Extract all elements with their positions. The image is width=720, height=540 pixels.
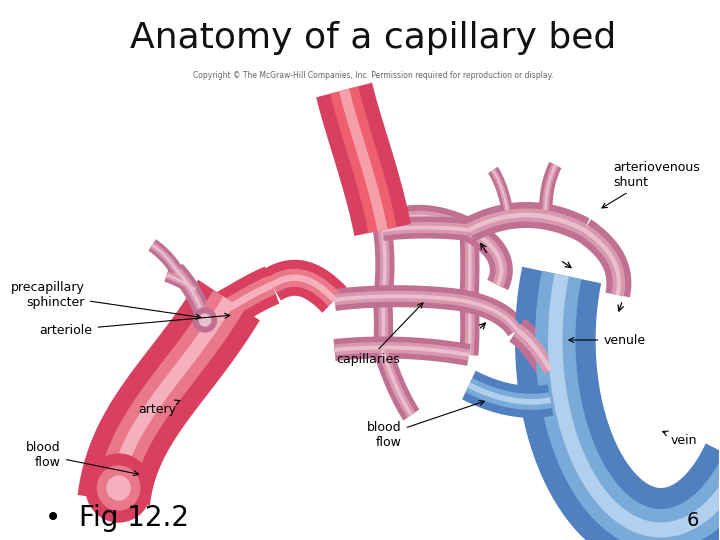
Polygon shape	[175, 269, 207, 321]
Polygon shape	[330, 86, 397, 233]
Polygon shape	[78, 280, 260, 505]
Polygon shape	[334, 346, 469, 357]
Text: •  Fig 12.2: • Fig 12.2	[45, 504, 189, 532]
Text: artery: artery	[138, 400, 180, 416]
Polygon shape	[468, 213, 585, 232]
Polygon shape	[381, 349, 413, 416]
Circle shape	[107, 476, 130, 500]
Polygon shape	[467, 230, 472, 300]
Polygon shape	[381, 300, 385, 350]
Polygon shape	[264, 260, 347, 313]
Text: blood
flow: blood flow	[367, 401, 485, 449]
Text: arteriole: arteriole	[40, 313, 230, 336]
Polygon shape	[381, 230, 387, 300]
Polygon shape	[334, 291, 460, 306]
Polygon shape	[374, 205, 474, 241]
Polygon shape	[334, 294, 459, 302]
Polygon shape	[382, 222, 469, 235]
Polygon shape	[513, 324, 556, 374]
Polygon shape	[583, 228, 621, 295]
Polygon shape	[466, 208, 587, 236]
Polygon shape	[374, 347, 419, 421]
Circle shape	[199, 314, 211, 326]
Polygon shape	[373, 228, 395, 301]
Text: arteriovenous
shunt: arteriovenous shunt	[602, 161, 700, 208]
Polygon shape	[509, 319, 562, 378]
Polygon shape	[333, 285, 461, 311]
Polygon shape	[271, 274, 337, 302]
Polygon shape	[148, 239, 181, 274]
Polygon shape	[464, 219, 513, 290]
Polygon shape	[542, 164, 558, 210]
Polygon shape	[580, 225, 625, 296]
Polygon shape	[150, 242, 179, 272]
Polygon shape	[333, 336, 471, 366]
Polygon shape	[548, 274, 720, 537]
Polygon shape	[204, 282, 274, 323]
Polygon shape	[464, 202, 590, 242]
Polygon shape	[466, 378, 552, 410]
Polygon shape	[459, 230, 480, 301]
Polygon shape	[515, 267, 720, 540]
Text: blood
flow: blood flow	[27, 441, 139, 476]
Polygon shape	[170, 264, 213, 323]
Polygon shape	[382, 226, 469, 232]
Polygon shape	[467, 300, 472, 355]
Text: venule: venule	[569, 334, 645, 347]
Text: precapillary
sphincter: precapillary sphincter	[11, 281, 201, 319]
Polygon shape	[378, 230, 390, 301]
Polygon shape	[379, 211, 472, 235]
Polygon shape	[378, 300, 388, 350]
Polygon shape	[334, 342, 470, 360]
Circle shape	[194, 308, 217, 332]
Polygon shape	[164, 268, 199, 296]
Polygon shape	[464, 230, 474, 300]
Polygon shape	[492, 170, 508, 210]
Polygon shape	[202, 276, 276, 329]
Text: Anatomy of a capillary bed: Anatomy of a capillary bed	[130, 21, 616, 55]
Polygon shape	[316, 83, 410, 236]
Text: 6: 6	[687, 510, 699, 530]
Circle shape	[97, 466, 140, 510]
Polygon shape	[198, 266, 279, 339]
Polygon shape	[577, 219, 631, 298]
Polygon shape	[464, 300, 474, 355]
Polygon shape	[459, 298, 518, 331]
Polygon shape	[268, 269, 341, 306]
Polygon shape	[544, 165, 557, 210]
Text: vein: vein	[662, 431, 697, 447]
Text: Copyright © The McGraw-Hill Companies, Inc. Permission required for reproduction: Copyright © The McGraw-Hill Companies, I…	[193, 71, 553, 79]
Polygon shape	[107, 296, 235, 501]
Polygon shape	[381, 214, 470, 232]
Polygon shape	[96, 290, 244, 503]
Polygon shape	[467, 225, 507, 288]
Polygon shape	[468, 228, 503, 286]
Polygon shape	[488, 167, 513, 211]
Polygon shape	[166, 274, 196, 291]
Polygon shape	[151, 244, 177, 271]
Polygon shape	[339, 89, 387, 231]
Circle shape	[86, 454, 151, 522]
Polygon shape	[378, 348, 415, 418]
Polygon shape	[462, 370, 554, 418]
Polygon shape	[373, 299, 393, 351]
Polygon shape	[382, 217, 470, 241]
Polygon shape	[535, 271, 720, 540]
Polygon shape	[457, 289, 526, 336]
Text: capillaries: capillaries	[336, 303, 423, 367]
Polygon shape	[459, 299, 480, 356]
Polygon shape	[468, 382, 551, 405]
Polygon shape	[490, 168, 510, 211]
Polygon shape	[459, 295, 521, 333]
Polygon shape	[539, 162, 562, 210]
Polygon shape	[173, 267, 209, 321]
Polygon shape	[166, 272, 197, 293]
Polygon shape	[516, 328, 552, 372]
